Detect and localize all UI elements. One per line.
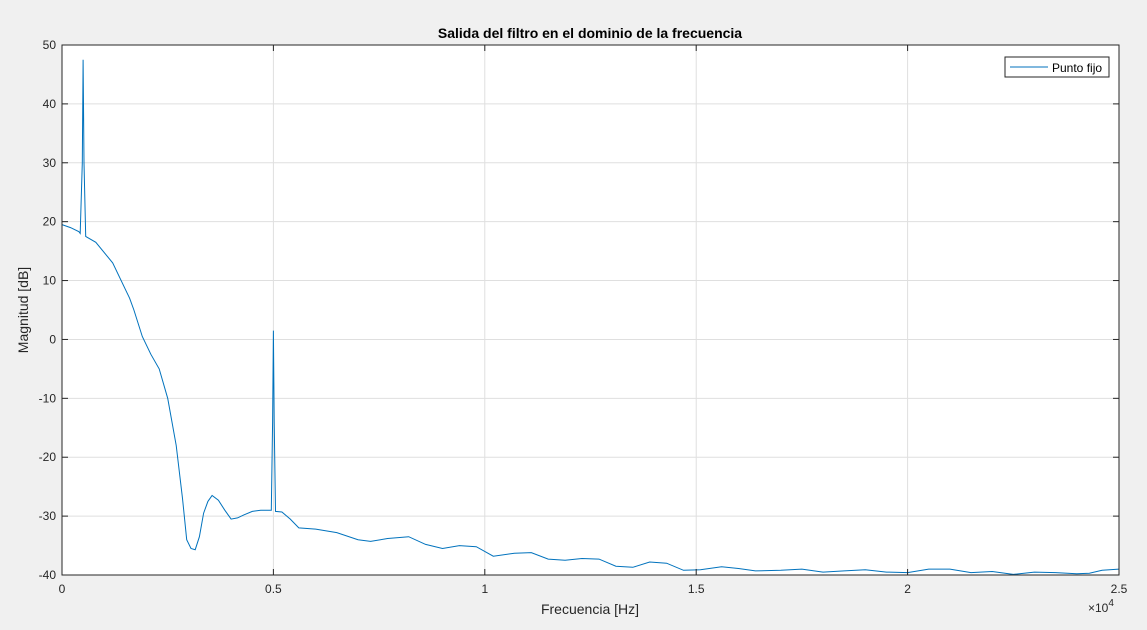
y-tick-label: -30 [39,509,57,523]
data-series [61,59,1120,575]
plot-area [62,45,1119,575]
y-tick-label: 10 [43,274,57,288]
axis-ticks: 0 0.5 1 1.5 2 2.5 -40 -30 -20 -10 0 10 20 30 40 50 [39,38,1128,596]
y-tick-label: 20 [43,215,57,229]
x-axis-label: Frecuencia [Hz] [541,601,639,617]
x-axis-exponent-power: 4 [1108,598,1114,609]
chart-title: Salida del filtro en el dominio de la fr… [438,25,742,41]
series-line-punto-fijo [61,59,1120,575]
y-axis-label: Magnitud [dB] [15,267,31,353]
x-tick-label: 1 [481,582,488,596]
y-tick-label: -40 [39,568,57,582]
y-tick-label: -10 [39,391,57,405]
x-tick-label: 2 [904,582,911,596]
x-axis-exponent: ×104 [1088,598,1114,615]
y-tick-label: 0 [49,332,56,346]
y-tick-label: 50 [43,38,57,52]
x-tick-label: 0 [59,582,66,596]
x-tick-label: 2.5 [1111,582,1128,596]
legend-box [1004,56,1110,78]
grid [61,44,1120,576]
legend-entry-label: Punto fijo [1052,61,1102,75]
x-tick-label: 1.5 [688,582,705,596]
legend[interactable]: Punto fijo [1004,56,1110,78]
y-tick-label: 30 [43,156,57,170]
y-tick-label: 40 [43,97,57,111]
axes-box [61,44,1120,576]
y-tick-label: -20 [39,450,57,464]
x-tick-label: 0.5 [265,582,282,596]
